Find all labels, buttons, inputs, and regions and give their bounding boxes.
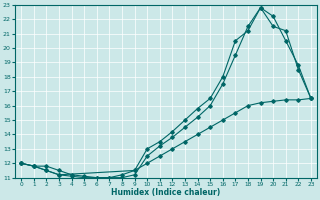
X-axis label: Humidex (Indice chaleur): Humidex (Indice chaleur): [111, 188, 221, 197]
